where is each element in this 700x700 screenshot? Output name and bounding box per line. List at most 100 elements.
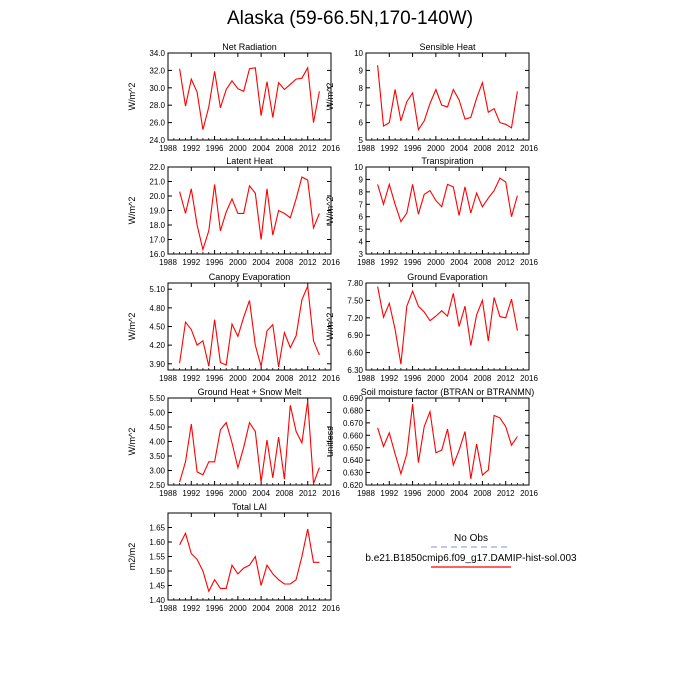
x-tick-label: 1996 [206,604,224,613]
y-tick-label: 6.90 [347,331,363,340]
y-tick-label: 4.00 [149,438,165,447]
x-tick-label: 2012 [497,258,515,267]
y-tick-label: 0.660 [343,431,364,440]
series-line [377,286,518,365]
x-tick-label: 1988 [159,144,177,153]
series-line [179,528,320,593]
x-tick-label: 2012 [299,258,317,267]
x-tick-label: 2012 [299,374,317,383]
panel-8: Total LAI m2/m2 1988 1992 1996 2000 2004 2008 20… [127,502,340,613]
panel-title: Total LAI [232,502,267,512]
y-axis-label: unitless [325,426,335,457]
y-tick-label: 7.20 [347,314,363,323]
panel-1: Sensible Heat W/m^2 1988 1992 1996 2000 2004 20… [325,42,538,153]
legend-model-label: b.e21.B1850cmip6.f09_g17.DAMIP-hist-sol.… [365,553,577,564]
x-tick-label: 1996 [206,258,224,267]
y-tick-label: 6.30 [347,366,363,375]
y-tick-label: 32.0 [149,66,165,75]
x-tick-label: 2004 [252,374,270,383]
y-tick-label: 7 [359,200,364,209]
x-tick-label: 2008 [276,374,294,383]
y-axis-label: W/m^2 [325,197,335,225]
x-tick-label: 1988 [357,258,375,267]
plot-frame [365,397,530,486]
y-tick-label: 6 [359,119,364,128]
x-tick-label: 2008 [474,489,492,498]
y-tick-label: 5.10 [149,285,165,294]
y-axis-label: W/m^2 [127,428,137,456]
series-line [179,400,320,484]
panel-title: Canopy Evaporation [209,272,291,282]
y-tick-label: 19.0 [149,207,165,216]
y-tick-label: 8 [359,188,364,197]
y-tick-label: 6.60 [347,349,363,358]
x-tick-label: 2016 [322,489,340,498]
x-tick-label: 1992 [182,374,200,383]
y-axis-label: W/m^2 [127,313,137,341]
y-tick-label: 3 [359,250,364,259]
y-tick-label: 8 [359,84,364,93]
x-tick-label: 1996 [206,489,224,498]
panel-title: Latent Heat [226,156,273,166]
y-tick-label: 1.65 [149,524,165,533]
panel-title: Transpiration [421,156,473,166]
x-tick-label: 2000 [427,144,445,153]
figure-title: Alaska (59-66.5N,170-140W) [226,8,474,29]
panel-7: Soil moisture factor (BTRAN or BTRANMN) u… [325,387,538,498]
x-tick-label: 2016 [322,144,340,153]
panel-title: Sensible Heat [419,42,476,52]
x-tick-label: 1996 [404,144,422,153]
x-tick-label: 1988 [357,374,375,383]
y-tick-label: 4.80 [149,304,165,313]
y-tick-label: 0.630 [343,469,364,478]
x-tick-label: 2000 [229,604,247,613]
y-tick-label: 3.90 [149,360,165,369]
y-tick-label: 0.620 [343,481,364,490]
y-tick-label: 0.690 [343,394,364,403]
x-tick-label: 2008 [276,144,294,153]
y-tick-label: 16.0 [149,250,165,259]
x-tick-label: 1988 [159,374,177,383]
x-tick-label: 1996 [404,489,422,498]
y-axis-label: W/m^2 [127,83,137,111]
y-tick-label: 17.0 [149,236,165,245]
x-tick-label: 2008 [276,258,294,267]
x-tick-label: 2004 [450,258,468,267]
y-tick-label: 1.50 [149,567,165,576]
y-tick-label: 10 [354,49,363,58]
x-tick-label: 1992 [380,489,398,498]
plot-frame [365,166,530,255]
y-tick-label: 2.50 [149,481,165,490]
x-tick-label: 2012 [299,604,317,613]
x-tick-label: 2004 [252,258,270,267]
panel-title: Net Radiation [222,42,277,52]
panel-4: Canopy Evaporation W/m^2 1988 1992 1996 2000 2… [127,272,340,383]
panel-6: Ground Heat + Snow Melt W/m^2 1988 1992 1996… [127,387,340,498]
x-tick-label: 1988 [357,489,375,498]
x-tick-label: 1992 [380,258,398,267]
y-tick-label: 0.640 [343,456,364,465]
y-tick-label: 10 [354,163,363,172]
x-tick-label: 2012 [299,489,317,498]
y-tick-label: 4.20 [149,341,165,350]
series-line [377,177,518,223]
y-tick-label: 7.80 [347,279,363,288]
x-tick-label: 1992 [380,144,398,153]
x-tick-label: 1996 [206,144,224,153]
y-tick-label: 24.0 [149,136,165,145]
x-tick-label: 2004 [450,374,468,383]
x-tick-label: 2012 [497,374,515,383]
x-tick-label: 2016 [520,258,538,267]
series-line [377,404,518,479]
x-tick-label: 2008 [474,144,492,153]
panel-2: Latent Heat W/m^2 1988 1992 1996 2000 2004 2008… [127,156,340,267]
x-tick-label: 2008 [474,258,492,267]
x-tick-label: 2016 [520,144,538,153]
y-tick-label: 9 [359,66,364,75]
x-tick-label: 2000 [427,258,445,267]
plot-frame [365,52,530,141]
series-line [179,176,320,252]
y-tick-label: 34.0 [149,49,165,58]
y-tick-label: 5.00 [149,409,165,418]
